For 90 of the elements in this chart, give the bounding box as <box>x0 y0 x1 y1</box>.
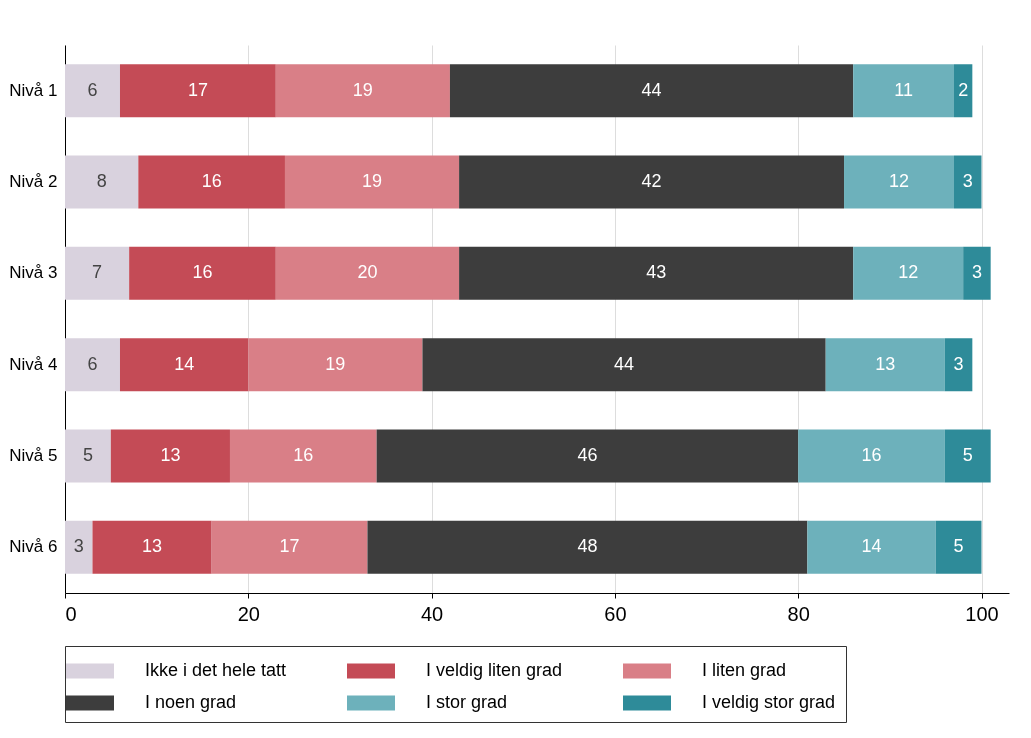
x-tick-label: 20 <box>237 602 260 625</box>
bar <box>954 64 973 118</box>
data-label: 5 <box>82 445 93 465</box>
data-label: 3 <box>73 536 84 557</box>
legend-label: I veldig stor grad <box>702 692 836 712</box>
bar <box>119 64 276 118</box>
data-label: 16 <box>861 445 882 465</box>
bar <box>211 520 368 574</box>
bar <box>459 155 845 209</box>
data-label: 19 <box>362 171 383 191</box>
data-label: 5 <box>962 445 973 465</box>
bar <box>798 429 945 483</box>
data-label: 16 <box>201 171 222 191</box>
y-tick-label: Nivå 1 <box>9 80 58 100</box>
bar <box>65 429 111 483</box>
bar <box>944 338 973 392</box>
data-label: 2 <box>958 79 969 100</box>
data-label: 46 <box>577 445 598 465</box>
bar <box>367 520 808 574</box>
bar <box>459 246 854 300</box>
data-label: 48 <box>577 536 598 557</box>
bar <box>275 64 450 118</box>
data-label: 5 <box>953 536 964 557</box>
bar <box>449 64 854 118</box>
bar <box>65 338 120 392</box>
data-label: 43 <box>646 262 667 283</box>
legend-label: Ikke i det hele tatt <box>145 660 287 680</box>
data-label: 17 <box>187 79 208 100</box>
legend-label: I noen grad <box>145 692 237 712</box>
bar <box>963 246 991 300</box>
bar <box>110 429 230 483</box>
x-tick-label: 100 <box>965 602 999 625</box>
data-label: 42 <box>641 171 662 191</box>
data-label: 13 <box>875 353 896 374</box>
bar <box>92 520 212 574</box>
bar <box>422 338 826 392</box>
x-tick-label: 60 <box>604 602 627 625</box>
data-label: 11 <box>894 79 913 100</box>
data-label: 3 <box>971 262 982 283</box>
bar <box>65 64 120 118</box>
data-label: 19 <box>352 79 373 100</box>
data-label: 20 <box>357 262 378 283</box>
legend-label: I veldig liten grad <box>426 660 563 680</box>
bar <box>65 155 139 209</box>
bar <box>954 155 982 209</box>
data-label: 13 <box>160 445 181 465</box>
data-label: 16 <box>293 445 314 465</box>
bar <box>853 64 955 118</box>
bar <box>138 155 285 209</box>
x-tick-label: 80 <box>787 602 810 625</box>
y-tick-label: Nivå 4 <box>9 354 58 374</box>
data-label: 6 <box>87 353 98 374</box>
bar <box>853 246 964 300</box>
x-tick-label: 0 <box>65 602 77 625</box>
bar <box>844 155 955 209</box>
data-label: 6 <box>87 79 98 100</box>
data-label: 16 <box>192 262 213 283</box>
data-label: 12 <box>898 262 919 283</box>
data-label: 3 <box>953 353 964 374</box>
data-label: 13 <box>142 536 163 557</box>
data-label: 19 <box>325 353 346 374</box>
bar <box>935 520 982 574</box>
data-label: 14 <box>174 353 195 374</box>
bar <box>807 520 936 574</box>
legend-label: I liten grad <box>702 660 787 680</box>
bar <box>944 429 991 483</box>
bar <box>229 429 377 483</box>
data-label: 14 <box>861 536 882 557</box>
data-label: 44 <box>641 79 662 100</box>
bar <box>284 155 460 209</box>
data-label: 17 <box>279 536 300 557</box>
bar <box>65 520 93 574</box>
bar <box>119 338 249 392</box>
data-label: 7 <box>92 262 103 283</box>
bar <box>376 429 799 483</box>
y-tick-label: Nivå 6 <box>9 537 58 557</box>
data-label: 12 <box>889 171 910 191</box>
bar <box>129 246 276 300</box>
bar <box>248 338 423 392</box>
data-label: 8 <box>96 171 107 191</box>
y-tick-label: Nivå 3 <box>9 263 58 283</box>
bar <box>65 246 130 300</box>
data-label: 44 <box>614 353 635 374</box>
bar <box>825 338 945 392</box>
y-tick-label: Nivå 5 <box>9 446 58 465</box>
legend-label: I stor grad <box>426 692 508 712</box>
data-label: 3 <box>962 171 973 191</box>
y-tick-label: Nivå 2 <box>9 172 58 191</box>
x-tick-label: 40 <box>420 602 444 625</box>
bar <box>275 246 460 300</box>
